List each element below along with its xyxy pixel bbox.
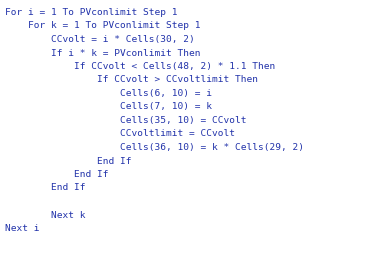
Text: Cells(35, 10) = CCvolt: Cells(35, 10) = CCvolt <box>5 116 247 125</box>
Text: If CCvolt > CCvoltlimit Then: If CCvolt > CCvoltlimit Then <box>5 76 258 84</box>
Text: If i * k = PVconlimit Then: If i * k = PVconlimit Then <box>5 48 200 57</box>
Text: End If: End If <box>5 170 108 179</box>
Text: End If: End If <box>5 156 131 166</box>
Text: Next i: Next i <box>5 224 39 233</box>
Text: Cells(6, 10) = i: Cells(6, 10) = i <box>5 89 212 98</box>
Text: Next k: Next k <box>5 211 85 219</box>
Text: Cells(7, 10) = k: Cells(7, 10) = k <box>5 103 212 112</box>
Text: Cells(36, 10) = k * Cells(29, 2): Cells(36, 10) = k * Cells(29, 2) <box>5 143 304 152</box>
Text: If CCvolt < Cells(48, 2) * 1.1 Then: If CCvolt < Cells(48, 2) * 1.1 Then <box>5 62 275 71</box>
Text: For k = 1 To PVconlimit Step 1: For k = 1 To PVconlimit Step 1 <box>5 21 200 31</box>
Text: For i = 1 To PVconlimit Step 1: For i = 1 To PVconlimit Step 1 <box>5 8 177 17</box>
Text: CCvoltlimit = CCvolt: CCvoltlimit = CCvolt <box>5 130 235 139</box>
Text: End If: End If <box>5 183 85 192</box>
Text: CCvolt = i * Cells(30, 2): CCvolt = i * Cells(30, 2) <box>5 35 195 44</box>
